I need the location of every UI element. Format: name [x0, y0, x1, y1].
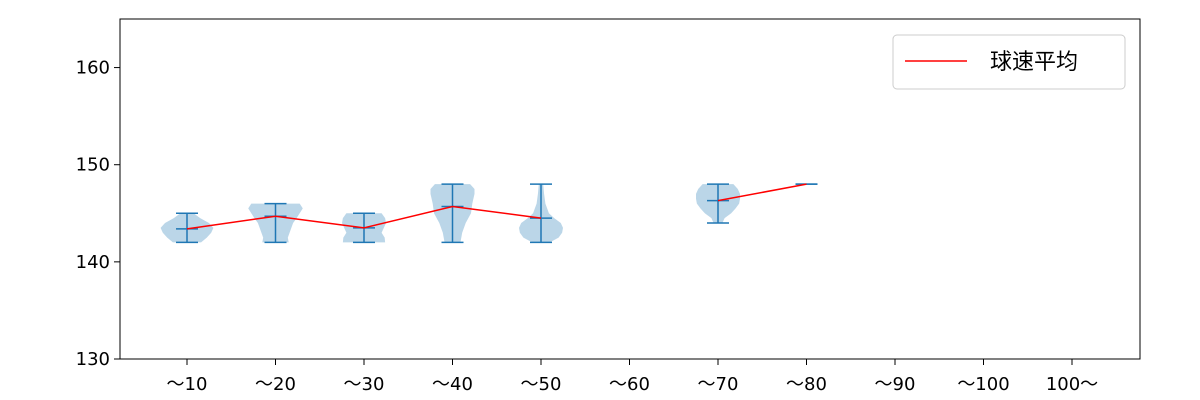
x-tick-label: 〜30 — [344, 374, 385, 395]
mean-speed-line — [186, 205, 542, 230]
y-tick-label: 130 — [76, 349, 110, 370]
legend-label: 球速平均 — [990, 50, 1078, 75]
x-tick-label: 〜60 — [609, 374, 650, 395]
x-tick-label: 〜20 — [255, 374, 296, 395]
x-tick-label: 〜90 — [875, 374, 916, 395]
legend-box — [892, 34, 1126, 90]
legend: 球速平均 — [892, 34, 1126, 90]
y-tick-label: 140 — [76, 252, 110, 273]
x-tick-label: 〜50 — [521, 374, 562, 395]
x-tick-label: 〜70 — [698, 374, 739, 395]
x-tick-label: 〜10 — [167, 374, 208, 395]
x-tick-label: 〜80 — [786, 374, 827, 395]
whiskers — [176, 183, 818, 244]
x-tick-label: 〜40 — [432, 374, 473, 395]
y-tick-label: 150 — [76, 155, 110, 176]
x-tick-label: 〜100 — [957, 374, 1009, 395]
mean-speed-line — [717, 183, 807, 202]
x-tick-label: 100〜 — [1046, 374, 1098, 395]
violins — [160, 184, 740, 243]
y-tick-label: 160 — [76, 58, 110, 79]
mean-lines — [186, 183, 807, 230]
ticks: 130 140 150 160 〜10 〜20 〜30 〜40 〜50 〜60 〜70 〜80 〜90 〜… — [76, 58, 1099, 395]
